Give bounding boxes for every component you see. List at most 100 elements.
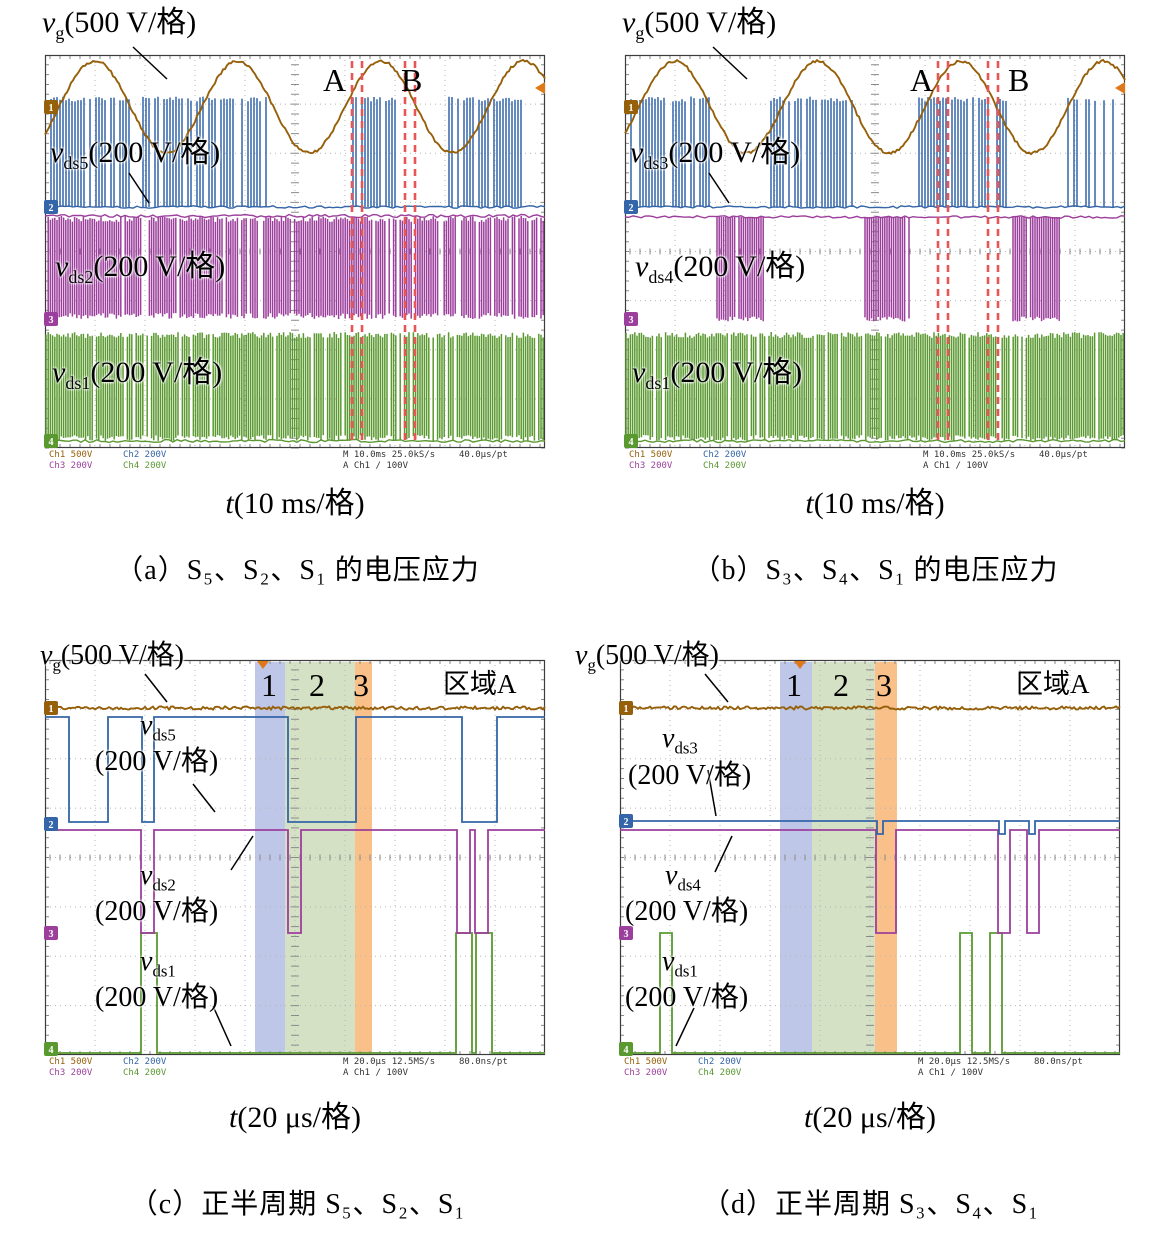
trace-label-vds1-scale: (200 V/格) — [95, 982, 219, 1013]
trace-label-vds4: vds4(200 V/格) — [635, 250, 806, 287]
leader-line-2 — [192, 783, 216, 813]
channel-marker-2 — [624, 200, 638, 214]
status-b-ch2: Ch2 200V — [703, 450, 747, 460]
annotation-区域A: 区域A — [443, 669, 517, 699]
trace-label-vds2-scale: (200 V/格) — [95, 896, 219, 927]
status-c-ch4: Ch4 200V — [123, 1068, 167, 1078]
status-b-a: A Ch1 / 100V — [923, 461, 989, 471]
trace-label-vg: vg(500 V/格) — [575, 640, 719, 675]
annotation-A: A — [910, 62, 933, 98]
annotation-A: A — [323, 62, 346, 98]
trigger-level-arrow — [535, 82, 545, 94]
trace-label-vds4-scale: (200 V/格) — [625, 896, 749, 927]
timebase-text-d: (20 μs/格) — [812, 1101, 936, 1134]
timebase-label-d: t(20 μs/格) — [620, 1092, 1120, 1136]
status-d-ch1: Ch1 500V — [624, 1057, 668, 1067]
channel-marker-1 — [619, 701, 633, 715]
trace-label-vds3-scale: (200 V/格) — [628, 760, 752, 791]
timebase-symbol-d: t — [804, 1101, 813, 1134]
leader-line-4 — [212, 1005, 232, 1047]
leader-line-3 — [230, 835, 254, 871]
status-b-m: M 10.0ms 25.0kS/s — [923, 450, 1016, 460]
trace-vg — [619, 704, 1121, 712]
trace-vg — [624, 58, 1126, 156]
channel-marker-label-4: 4 — [624, 1045, 629, 1056]
trace-vds1-baseline — [44, 438, 546, 444]
trace-vds2-baseline — [44, 213, 546, 219]
status-b-ch1: Ch1 500V — [629, 450, 673, 460]
graticule-frame — [619, 659, 1121, 1056]
channel-marker-1 — [44, 100, 58, 114]
status-bar-b: Ch1 500V Ch2 200V M 10.0ms 25.0kS/s 40.0μs/… — [625, 450, 1125, 474]
trace-label-vds3: vds3 — [662, 723, 698, 758]
caption-c: （c）正半周期 S₅、S₂、S₁ — [129, 1189, 466, 1220]
trace-label-vds3: vds3(200 V/格) — [630, 136, 801, 173]
channel-marker-2 — [44, 200, 58, 214]
trace-vg — [44, 704, 546, 712]
channel-marker-4 — [624, 434, 638, 448]
annotation-区域A: 区域A — [1016, 669, 1090, 699]
status-d-80.0ns/pt: 80.0ns/pt — [1034, 1057, 1083, 1067]
status-a-ch4: Ch4 200V — [123, 461, 167, 471]
status-bar-d: Ch1 500V Ch2 200V M 20.0μs 12.5MS/s 80.0ns/… — [620, 1057, 1120, 1081]
annotation-3: 3 — [876, 667, 892, 703]
timebase-text-a: (10 ms/格) — [233, 487, 365, 520]
trace-label-vds1: vds1(200 V/格) — [52, 356, 223, 393]
status-a-ch3: Ch3 200V — [49, 461, 93, 471]
annotation-B: B — [401, 62, 422, 98]
channel-marker-label-1: 1 — [49, 704, 54, 715]
channel-marker-3 — [44, 312, 58, 326]
trace-vg — [44, 58, 546, 155]
status-d-ch4: Ch4 200V — [698, 1068, 742, 1078]
trigger-level-arrow — [1115, 82, 1125, 94]
channel-marker-4 — [44, 1042, 58, 1056]
trace-label-vds1: vds1(200 V/格) — [632, 356, 803, 393]
status-bar-a: Ch1 500V Ch2 200V M 10.0ms 25.0kS/s 40.0μs/… — [45, 450, 545, 474]
channel-marker-label-3: 3 — [49, 315, 54, 326]
status-a-ch2: Ch2 200V — [123, 450, 167, 460]
trace-label-vds1: vds1 — [140, 946, 176, 981]
leader-line-3 — [714, 835, 733, 873]
trace-vds1-baseline — [624, 438, 1126, 444]
channel-marker-label-1: 1 — [49, 103, 54, 114]
channel-marker-2 — [44, 817, 58, 831]
caption-d: （d）正半周期 S₃、S₄、S₁ — [701, 1189, 1039, 1220]
status-b-ch3: Ch3 200V — [629, 461, 673, 471]
channel-marker-1 — [44, 701, 58, 715]
trace-vds2 — [45, 829, 545, 934]
status-b-ch4: Ch4 200V — [703, 461, 747, 471]
status-b-40.0μs/pt: 40.0μs/pt — [1039, 450, 1088, 460]
trace-vds5-baseline — [44, 205, 546, 209]
leader-line-1 — [132, 46, 168, 80]
status-c-m: M 20.0μs 12.5MS/s — [343, 1057, 436, 1067]
channel-marker-label-4: 4 — [49, 437, 54, 448]
annotation-2: 2 — [833, 667, 849, 703]
leader-line-2 — [708, 172, 730, 204]
channel-marker-3 — [44, 926, 58, 940]
scope-screen-a: 1 2 3 4 A B — [44, 46, 546, 449]
graticule-frame — [44, 54, 546, 449]
timebase-symbol-a: t — [225, 487, 234, 520]
scope-screen-b: 1 2 3 4 A B — [624, 46, 1126, 449]
timebase-label-b: t(10 ms/格) — [625, 478, 1125, 522]
leader-line-1 — [712, 46, 748, 80]
trace-vds5 — [45, 716, 545, 823]
channel-marker-1 — [624, 100, 638, 114]
status-a-m: M 10.0ms 25.0kS/s — [343, 450, 436, 460]
leader-line-1 — [144, 673, 168, 703]
channel-marker-4 — [44, 434, 58, 448]
trace-vds3 — [630, 96, 1114, 207]
channel-marker-3 — [624, 312, 638, 326]
caption-b: （b）S₃、S₄、S₁ 的电压应力 — [692, 555, 1059, 586]
trace-label-vds5-scale: (200 V/格) — [95, 746, 219, 777]
trace-vds4 — [620, 829, 1120, 934]
channel-marker-label-2: 2 — [624, 817, 629, 828]
timebase-symbol-b: t — [805, 487, 814, 520]
channel-marker-label-2: 2 — [49, 820, 54, 831]
graticule-frame — [44, 659, 546, 1056]
trace-label-vg: vg(500 V/格) — [42, 6, 197, 43]
caption-a: （a）S₅、S₂、S₁ 的电压应力 — [115, 555, 480, 586]
trace-label-vds1: vds1 — [662, 946, 698, 981]
timebase-label-c: t(20 μs/格) — [45, 1092, 545, 1136]
